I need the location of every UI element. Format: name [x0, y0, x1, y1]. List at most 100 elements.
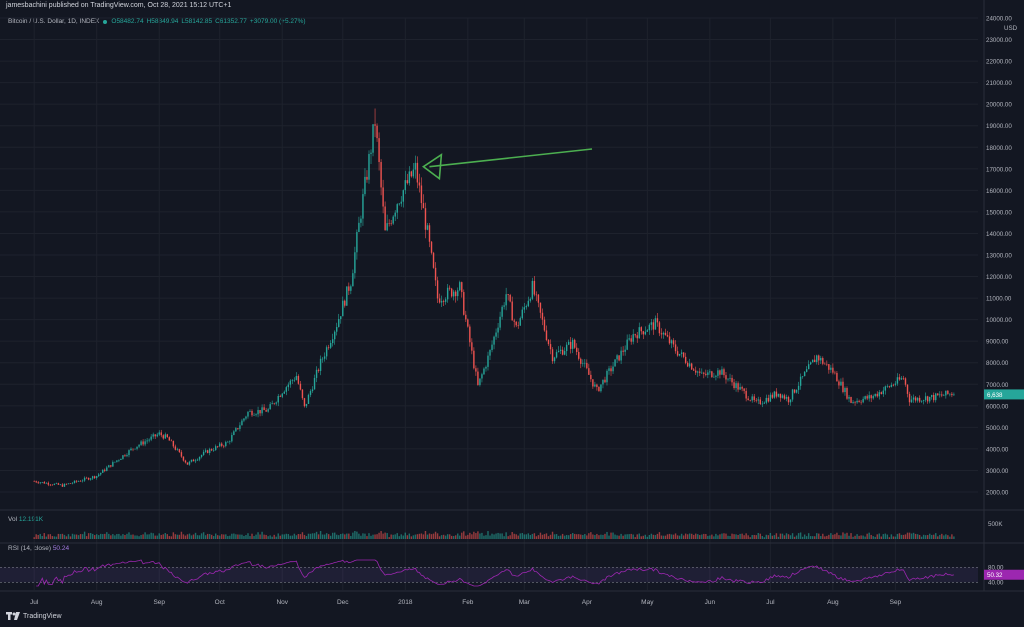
candle-body — [644, 331, 647, 335]
candle-body — [580, 358, 582, 364]
volume-bar — [688, 533, 691, 539]
volume-bar — [239, 534, 241, 539]
volume-bar — [196, 535, 199, 539]
candle-body — [723, 369, 725, 376]
volume-bar — [98, 535, 100, 539]
price-tick-label: 12000.00 — [986, 274, 1012, 281]
volume-bar — [660, 535, 663, 539]
candle-body — [348, 286, 350, 291]
candle-body — [255, 414, 257, 416]
volume-bar — [428, 533, 431, 539]
candle-body — [900, 378, 903, 380]
volume-bar — [922, 534, 925, 539]
volume-bar — [809, 536, 812, 539]
volume-bar — [614, 534, 616, 539]
volume-bar — [777, 536, 780, 539]
candle-body — [128, 450, 130, 456]
volume-bar — [394, 534, 396, 539]
candle-body — [686, 362, 689, 367]
candle-body — [666, 335, 669, 337]
candle-body — [519, 318, 521, 326]
candle-body — [828, 364, 830, 370]
candle-body — [132, 448, 134, 450]
symbol-legend[interactable]: Bitcoin / U.S. Dollar, 1D, INDEX O58482.… — [8, 18, 306, 25]
volume-bar — [350, 535, 352, 539]
volume-bar — [620, 533, 622, 539]
volume-bar — [362, 533, 364, 539]
volume-bar — [678, 535, 681, 539]
candle-body — [612, 366, 614, 372]
volume-bar — [699, 535, 701, 539]
volume-bar — [753, 534, 755, 539]
volume-bar — [327, 534, 330, 539]
candle-body — [614, 359, 616, 367]
volume-bar — [824, 536, 826, 539]
volume-bars — [33, 531, 955, 539]
candle-body — [688, 363, 691, 367]
volume-bar — [773, 535, 776, 539]
volume-bar — [471, 534, 473, 539]
candle-body — [888, 386, 891, 387]
volume-bar — [356, 531, 358, 539]
volume-bar — [935, 533, 937, 539]
candle-body — [319, 358, 322, 371]
volume-bar — [491, 533, 493, 539]
candle-body — [933, 394, 935, 401]
candle-body — [801, 376, 804, 377]
candle-body — [53, 483, 56, 485]
candle-body — [658, 322, 661, 334]
candle-body — [420, 185, 423, 204]
volume-bar — [263, 534, 265, 539]
candle-body — [660, 333, 663, 335]
candle-body — [295, 376, 298, 380]
candle-body — [947, 390, 949, 394]
candle-body — [186, 462, 189, 465]
volume-bar — [707, 535, 709, 539]
candle-body — [174, 446, 177, 450]
volume-bar — [725, 533, 727, 539]
volume-bar — [122, 534, 124, 539]
volume-bar — [628, 534, 630, 539]
volume-bar — [646, 536, 649, 539]
volume-bar — [452, 535, 455, 539]
candle-body — [190, 459, 193, 462]
tradingview-branding[interactable]: TradingView — [6, 612, 62, 620]
volume-bar — [501, 533, 503, 539]
volume-bar — [87, 533, 90, 539]
volume-legend[interactable]: Vol 12.191K — [8, 516, 43, 523]
candle-body — [388, 223, 390, 224]
volume-bar — [945, 534, 947, 539]
symbol-name[interactable]: Bitcoin / U.S. Dollar, 1D, INDEX — [8, 18, 100, 25]
volume-bar — [483, 535, 485, 539]
price-tick-label: 4000.00 — [986, 446, 1009, 453]
candle-body — [33, 481, 35, 482]
volume-bar — [402, 535, 404, 539]
candle-body — [116, 460, 118, 462]
candle-body — [378, 138, 380, 163]
volume-bar — [325, 533, 328, 539]
candle-body — [533, 280, 536, 295]
volume-bar — [854, 535, 856, 539]
candle-body — [832, 367, 834, 373]
rsi-legend[interactable]: RSI (14, close) 50.24 — [8, 545, 69, 552]
candle-body — [297, 376, 300, 384]
candle-body — [390, 223, 392, 224]
volume-bar — [104, 533, 106, 539]
volume-bar — [463, 531, 465, 539]
volume-bar — [473, 531, 475, 539]
volume-bar — [382, 533, 384, 539]
candle-body — [285, 387, 288, 392]
volume-bar — [340, 533, 342, 539]
volume-bar — [771, 535, 774, 539]
volume-bar — [860, 535, 862, 539]
candle-body — [749, 400, 751, 401]
candle-body — [531, 280, 534, 299]
volume-bar — [650, 533, 653, 539]
price-tick-label: 21000.00 — [986, 80, 1012, 87]
candle-body — [79, 481, 82, 482]
candle-body — [346, 286, 348, 306]
candle-body — [287, 384, 290, 388]
volume-bar — [521, 532, 523, 539]
volume-bar — [150, 532, 152, 539]
